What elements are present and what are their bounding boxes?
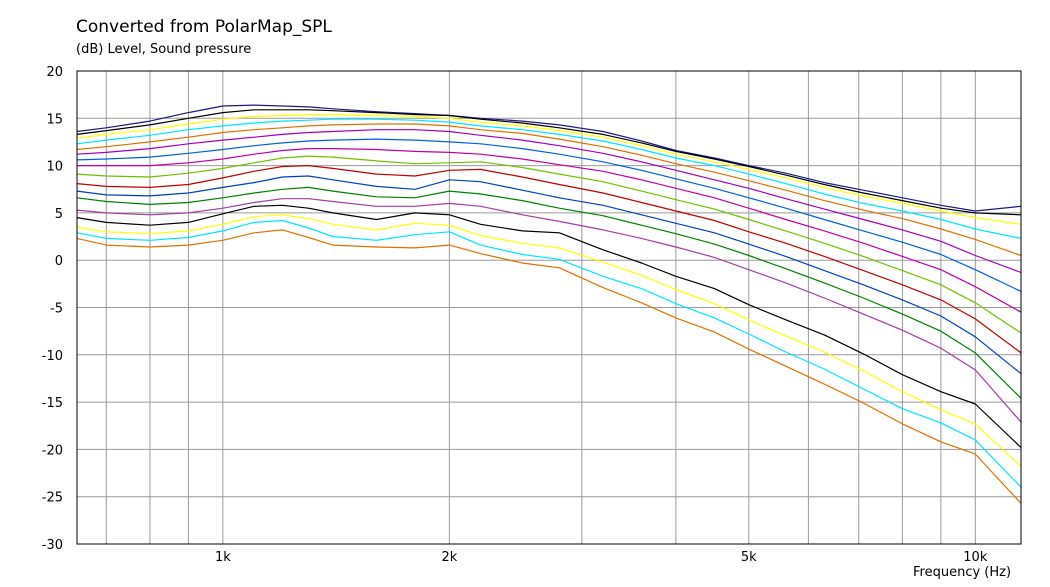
series-line bbox=[76, 175, 1022, 375]
y-tick-label: -15 bbox=[42, 396, 63, 411]
series-line bbox=[76, 165, 1022, 354]
grid bbox=[77, 70, 1021, 545]
chart-title: Converted from PolarMap_SPL bbox=[76, 17, 332, 37]
series-line bbox=[76, 109, 1022, 216]
x-tick-label: 10k bbox=[963, 550, 988, 565]
plot-frame bbox=[76, 70, 1022, 545]
y-tick-label: 15 bbox=[46, 112, 63, 127]
y-tick-label: 10 bbox=[46, 160, 63, 175]
series-line bbox=[76, 104, 1022, 212]
series-line bbox=[76, 214, 1022, 467]
y-tick-label: -20 bbox=[42, 443, 63, 458]
series-lines bbox=[76, 104, 1022, 504]
x-tick-label: 2k bbox=[441, 550, 457, 565]
series-line bbox=[76, 138, 1022, 292]
series-line bbox=[76, 198, 1022, 423]
series-line bbox=[76, 204, 1022, 448]
series-line bbox=[76, 219, 1022, 488]
y-axis-label: (dB) Level, Sound pressure bbox=[76, 42, 252, 57]
y-tick-label: -10 bbox=[42, 349, 63, 364]
series-line bbox=[76, 118, 1022, 239]
series-line bbox=[76, 129, 1022, 274]
y-tick-label: -25 bbox=[42, 491, 63, 506]
series-line bbox=[76, 155, 1022, 334]
series-line bbox=[76, 186, 1022, 399]
series-line bbox=[77, 148, 1022, 313]
x-tick-label: 5k bbox=[741, 550, 757, 565]
series-line bbox=[76, 229, 1022, 504]
y-tick-label: 0 bbox=[55, 254, 63, 269]
y-tick-label: 20 bbox=[46, 65, 63, 80]
y-tick-label: -5 bbox=[50, 302, 63, 317]
x-tick-label: 1k bbox=[215, 550, 231, 565]
series-line bbox=[76, 123, 1022, 257]
series-line bbox=[76, 113, 1022, 225]
y-tick-label: -30 bbox=[42, 538, 63, 553]
x-axis-label: Frequency (Hz) bbox=[913, 565, 1012, 580]
y-tick-label: 5 bbox=[55, 207, 63, 222]
